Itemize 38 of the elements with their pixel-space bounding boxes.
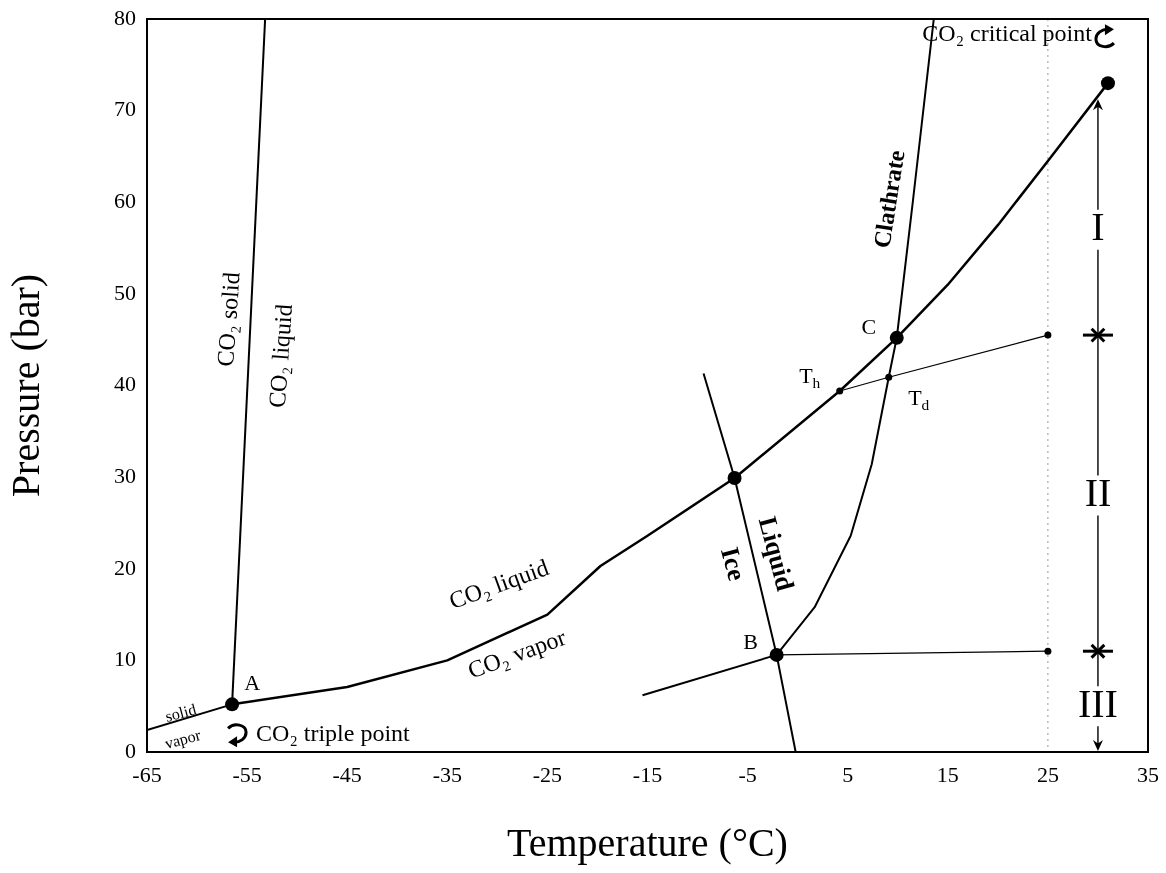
- annotation: Liquid: [752, 513, 801, 595]
- annotation: C: [861, 313, 877, 339]
- y-tick-label: 70: [114, 96, 136, 122]
- y-tick-label: 30: [114, 462, 136, 488]
- y-tick-label: 80: [114, 4, 136, 30]
- y-tick-label: 20: [114, 554, 136, 580]
- x-tick-label: -5: [738, 761, 757, 787]
- annotation: Clathrate: [868, 148, 910, 250]
- x-tick-label: -15: [632, 761, 663, 787]
- annotation: CO₂ triple point: [256, 719, 411, 746]
- y-tick-label: 60: [114, 188, 136, 214]
- x-tick-label: 5: [842, 761, 854, 787]
- annotation: CO₂ vapor: [464, 623, 570, 684]
- y-axis-title: Pressure (bar): [2, 273, 48, 498]
- x-tick-label: 25: [1036, 761, 1059, 787]
- annotation: solid: [163, 700, 198, 725]
- x-tick-label: -35: [432, 761, 462, 787]
- x-tick-label: -25: [532, 761, 563, 787]
- annotation: CO₂ solid: [212, 271, 245, 368]
- x-tick-label: 15: [936, 761, 959, 787]
- annotation: III: [1077, 680, 1118, 726]
- y-tick-label: 0: [125, 737, 136, 763]
- y-tick-label: 10: [114, 646, 136, 672]
- y-tick-label: 50: [114, 279, 136, 305]
- annotation: Ice: [715, 544, 752, 584]
- annotation: II: [1084, 469, 1112, 515]
- x-tick-label: -55: [232, 761, 262, 787]
- annotation: A: [244, 670, 261, 696]
- x-tick-label: 35: [1137, 761, 1159, 787]
- annotation: vapor: [162, 725, 204, 753]
- annotation: CO₂ liquid: [445, 554, 552, 614]
- annotation: I: [1091, 204, 1105, 250]
- x-tick-label: -65: [132, 761, 162, 787]
- annotation: B: [743, 628, 758, 654]
- x-tick-label: -45: [332, 761, 362, 787]
- annotation: CO₂ liquid: [263, 303, 298, 409]
- y-tick-label: 40: [114, 371, 136, 397]
- x-axis-title: Temperature (°C): [507, 819, 788, 865]
